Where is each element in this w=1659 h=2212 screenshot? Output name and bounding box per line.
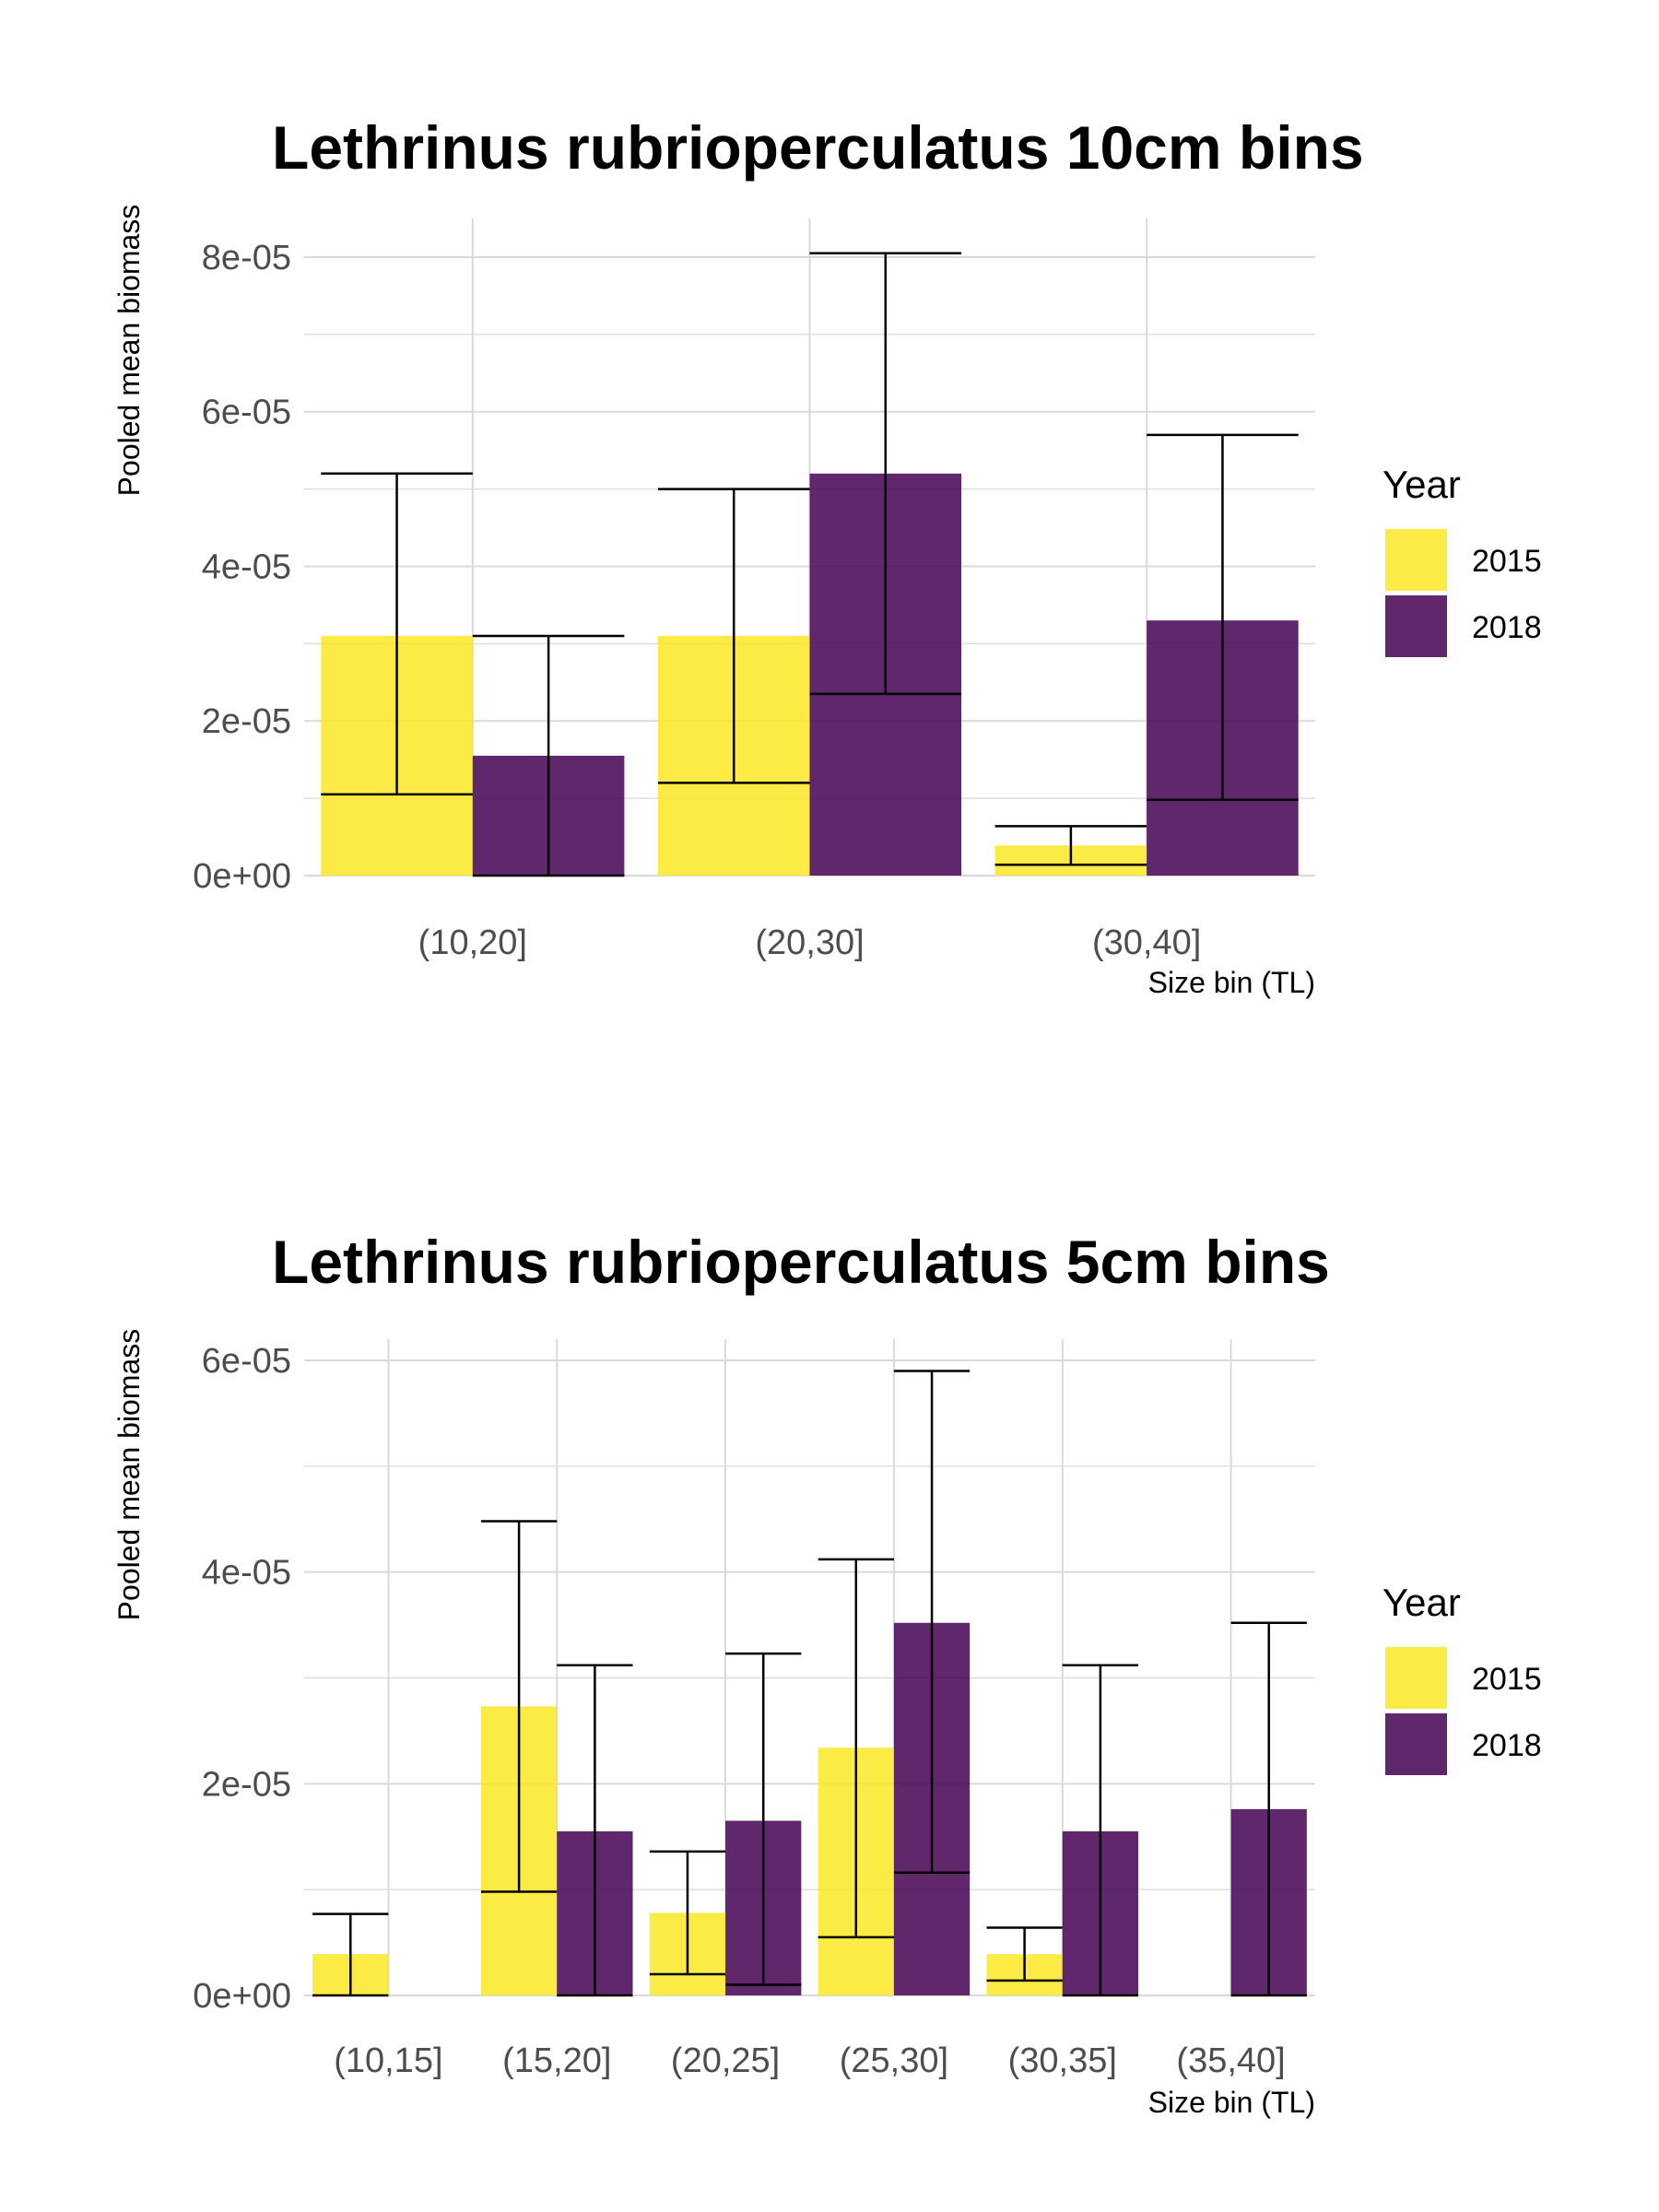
legend-label-2015: 2015 (1472, 1662, 1542, 1697)
x-tick-label: (20,30] (755, 924, 864, 962)
error-bar-2018-(10,20] (472, 634, 625, 877)
error-bar-2018-(20,25] (725, 1652, 802, 1986)
error-bar-2015-(10,15] (312, 1912, 389, 1997)
legend-5cm: Year 2015 2018 (1382, 1581, 1542, 1775)
legend-label-2015: 2015 (1472, 544, 1542, 579)
error-bar-2015-(25,30] (818, 1558, 894, 1939)
legend-label-2018: 2018 (1472, 610, 1542, 645)
x-tick-label: (35,40] (1176, 2041, 1285, 2080)
legend-title-5cm: Year (1382, 1581, 1461, 1624)
x-tick-label: (15,20] (502, 2041, 611, 2080)
error-bar-2018-(30,35] (1062, 1664, 1139, 1997)
plot-area-5cm: 0e+00 2e-05 4e-05 6e-05 (10,15] (15,20] (20,25… (193, 1339, 1315, 2080)
chart-panel-10cm: Lethrinus rubrioperculatus 10cm bins Poo… (112, 113, 1542, 999)
y-tick-label: 6e-05 (202, 394, 291, 432)
chart-panel-5cm: Lethrinus rubrioperculatus 5cm bins Pool… (112, 1228, 1542, 2119)
y-tick-label: 4e-05 (202, 1554, 291, 1593)
legend-title-10cm: Year (1382, 463, 1461, 506)
x-tick-label: (30,40] (1092, 924, 1201, 962)
legend-10cm: Year 2015 2018 (1382, 463, 1542, 657)
error-bar-2015-(15,20] (480, 1520, 558, 1893)
y-tick-label: 6e-05 (202, 1342, 291, 1381)
y-tick-label: 2e-05 (202, 1765, 291, 1804)
x-tick-label: (10,15] (334, 2041, 442, 2080)
x-axis-label-10cm: Size bin (TL) (1148, 966, 1315, 999)
error-bar-2015-(30,35] (986, 1926, 1063, 1983)
error-bar-2015-(10,20] (321, 472, 473, 796)
legend-swatch-2015 (1385, 529, 1447, 591)
error-bar-2018-(20,30] (809, 252, 962, 696)
x-tick-label: (30,35] (1008, 2041, 1117, 2080)
x-tick-label: (25,30] (840, 2041, 948, 2080)
error-bar-2018-(25,30] (893, 1370, 971, 1875)
error-bar-2015-(30,40] (994, 825, 1147, 866)
y-axis-label-10cm: Pooled mean biomass (112, 205, 146, 497)
error-bar-2018-(30,40] (1147, 433, 1299, 802)
legend-swatch-2018 (1385, 595, 1447, 657)
plot-area-10cm: 0e+00 2e-05 4e-05 6e-05 8e-05 (10,20] (20,30] (… (193, 218, 1315, 962)
x-axis-label-5cm: Size bin (TL) (1148, 2086, 1315, 2119)
legend-label-2018: 2018 (1472, 1728, 1542, 1763)
error-bar-2018-(15,20] (557, 1664, 633, 1997)
error-bar-2015-(20,25] (649, 1850, 726, 1976)
legend-swatch-2015 (1385, 1647, 1447, 1709)
x-tick-label: (20,25] (671, 2041, 780, 2080)
error-bar-2018-(35,40] (1230, 1621, 1307, 1997)
error-bar-2015-(20,30] (657, 488, 810, 784)
chart-title-5cm: Lethrinus rubrioperculatus 5cm bins (272, 1228, 1330, 1296)
chart-title-10cm: Lethrinus rubrioperculatus 10cm bins (272, 113, 1364, 182)
y-tick-label: 0e+00 (193, 857, 291, 896)
y-tick-label: 4e-05 (202, 547, 291, 586)
x-tick-label: (10,20] (418, 924, 527, 962)
y-axis-label-5cm: Pooled mean biomass (112, 1329, 146, 1621)
y-tick-label: 2e-05 (202, 702, 291, 741)
y-tick-label: 8e-05 (202, 239, 291, 277)
y-tick-label: 0e+00 (193, 1977, 291, 2016)
legend-swatch-2018 (1385, 1713, 1447, 1775)
